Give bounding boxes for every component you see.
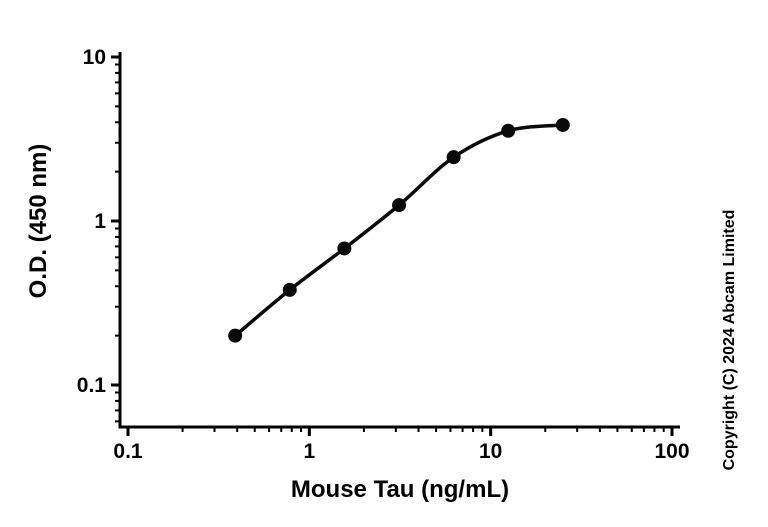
x-axis-label: Mouse Tau (ng/mL) bbox=[291, 476, 509, 503]
data-point bbox=[282, 282, 297, 297]
copyright-text: Copyright (C) 2024 Abcam Limited bbox=[721, 210, 738, 471]
x-tick-label: 1 bbox=[303, 440, 315, 463]
y-tick-label: 0.1 bbox=[77, 374, 107, 397]
data-series bbox=[228, 117, 570, 343]
data-point bbox=[446, 150, 461, 165]
data-point bbox=[555, 117, 570, 132]
data-point bbox=[501, 123, 516, 138]
data-point bbox=[392, 198, 407, 213]
y-axis-label: O.D. (450 nm) bbox=[25, 144, 52, 299]
axes: 0.1 1 10 100 0.1 1 10 bbox=[77, 46, 690, 463]
data-point bbox=[337, 241, 352, 256]
data-point bbox=[228, 328, 243, 343]
fit-curve bbox=[233, 123, 565, 338]
y-tick-label: 1 bbox=[94, 210, 106, 233]
x-tick-label: 100 bbox=[654, 440, 689, 463]
x-tick-label: 0.1 bbox=[113, 440, 143, 463]
x-tick-label: 10 bbox=[479, 440, 502, 463]
y-tick-label: 10 bbox=[83, 46, 106, 69]
